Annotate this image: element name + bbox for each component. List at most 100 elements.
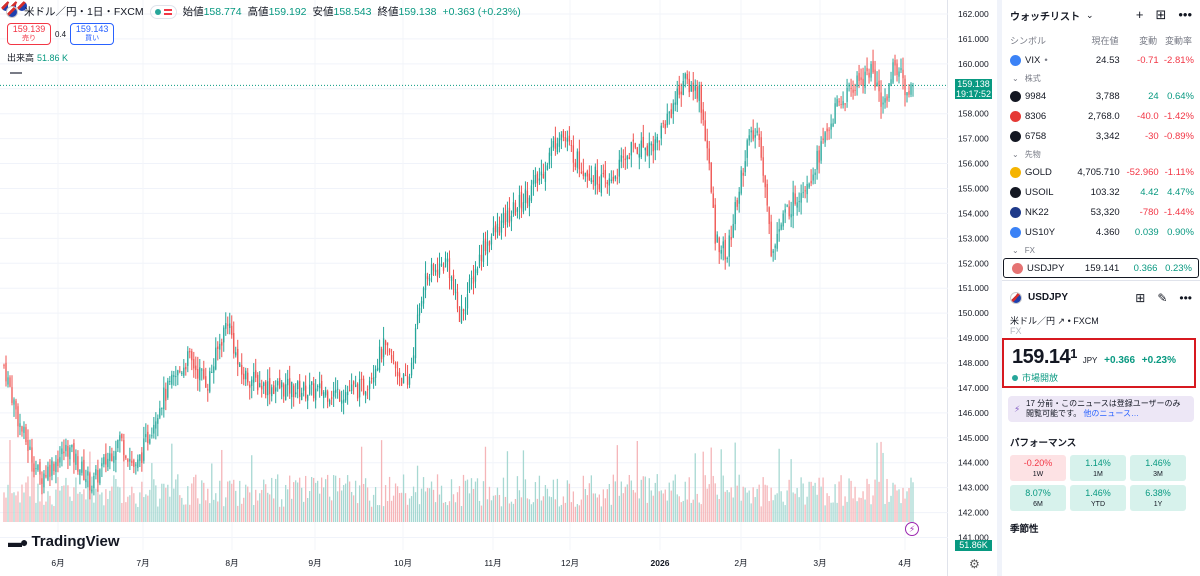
col-symbol[interactable]: シンボル bbox=[1010, 35, 1047, 46]
performance-cell[interactable]: 1.46% 3M bbox=[1130, 455, 1186, 481]
candle-body bbox=[241, 365, 243, 375]
time-axis-label: 9月 bbox=[308, 558, 321, 568]
candle-body bbox=[115, 451, 117, 460]
volume-bar bbox=[348, 481, 351, 522]
candle-body bbox=[762, 157, 764, 176]
candle-body bbox=[590, 177, 593, 183]
status-pill[interactable] bbox=[149, 4, 177, 19]
edit-icon[interactable]: ✎ bbox=[1157, 290, 1168, 305]
candle-body bbox=[338, 391, 341, 402]
watchlist-title[interactable]: ウォッチリスト bbox=[1010, 11, 1080, 23]
watchlist-row[interactable]: USOIL 103.32 4.42 4.47% bbox=[1002, 182, 1200, 202]
volume-bar bbox=[554, 499, 557, 522]
volume-bar bbox=[622, 493, 624, 522]
volume-bar bbox=[794, 493, 796, 522]
volume-bar bbox=[880, 441, 882, 522]
candle-body bbox=[368, 380, 371, 389]
lightning-icon[interactable]: ⚡ bbox=[905, 522, 919, 536]
external-link-icon[interactable]: ↗ bbox=[1057, 316, 1066, 326]
symbol-name[interactable]: 米ドル／円 bbox=[1010, 316, 1056, 326]
row-change: -780 bbox=[1139, 206, 1159, 218]
chart-settings-icon[interactable]: ⚙ bbox=[969, 557, 980, 571]
volume-bar bbox=[506, 451, 509, 522]
watchlist-row[interactable]: US10Y 4.360 0.039 0.90% bbox=[1002, 222, 1200, 242]
volume-bar bbox=[842, 505, 844, 522]
candle-body bbox=[384, 340, 387, 346]
volume-bar bbox=[636, 440, 638, 522]
price-axis-label: 145.000 bbox=[958, 433, 989, 443]
candle-body bbox=[107, 458, 109, 468]
performance-cell[interactable]: 1.46% YTD bbox=[1070, 485, 1126, 511]
more-icon[interactable]: ••• bbox=[1179, 290, 1192, 305]
price-chart[interactable]: 162.000161.000160.000159.000158.000157.0… bbox=[0, 0, 998, 576]
watchlist-row[interactable]: GOLD 4,705.710 -52.960 -1.11% bbox=[1002, 162, 1200, 182]
candle-body bbox=[862, 78, 864, 86]
watchlist-section[interactable]: ⌄ FX bbox=[1002, 242, 1200, 258]
candle-body bbox=[882, 102, 884, 105]
candle-body bbox=[49, 464, 51, 477]
symbol-ticker[interactable]: USDJPY bbox=[1028, 292, 1069, 303]
chevron-down-icon[interactable]: ⌄ bbox=[1086, 9, 1094, 20]
countdown: 19:17:52 bbox=[955, 89, 992, 100]
performance-cell[interactable]: 6.38% 1Y bbox=[1130, 485, 1186, 511]
candle-body bbox=[279, 377, 281, 389]
performance-cell[interactable]: 8.07% 6M bbox=[1010, 485, 1066, 511]
sell-button[interactable]: 159.139 売り bbox=[7, 23, 51, 45]
volume-bar bbox=[784, 505, 786, 522]
performance-cell[interactable]: -0.20% 1W bbox=[1010, 455, 1066, 481]
market-status[interactable]: 市場開放 bbox=[1012, 371, 1194, 384]
volume-bar bbox=[386, 501, 389, 522]
price-pip: 1 bbox=[1070, 346, 1077, 361]
add-symbol-icon[interactable]: + bbox=[1135, 7, 1144, 22]
volume-bar bbox=[710, 447, 712, 522]
watchlist-section[interactable]: ⌄ 先物 bbox=[1002, 146, 1200, 162]
grid-icon[interactable]: ⊞ bbox=[1135, 290, 1146, 305]
volume-bar bbox=[436, 474, 439, 522]
performance-cell[interactable]: 1.14% 1M bbox=[1070, 455, 1126, 481]
more-news-link[interactable]: 他のニュース… bbox=[1083, 409, 1140, 418]
volume-legend[interactable]: 出来高 51.86 K bbox=[7, 51, 68, 64]
watchlist-row[interactable]: USDJPY 159.141 0.366 0.23% bbox=[1003, 258, 1199, 278]
candle-body bbox=[710, 162, 712, 193]
watchlist-section[interactable]: ⌄ 株式 bbox=[1002, 70, 1200, 86]
volume-bar bbox=[197, 498, 199, 522]
watchlist-row[interactable]: 9984 3,788 24 0.64% bbox=[1002, 86, 1200, 106]
volume-bar bbox=[560, 504, 563, 522]
advanced-view-icon[interactable]: ⊞ bbox=[1155, 7, 1167, 22]
symbol-logo-icon bbox=[1010, 166, 1021, 178]
news-banner[interactable]: ⚡ 17 分前・このニュースは登録ユーザーのみ閲覧可能です。 他のニュース… bbox=[1008, 396, 1194, 422]
col-change-pct[interactable]: 変動率 bbox=[1164, 35, 1192, 46]
candle-body bbox=[888, 83, 890, 98]
candle-body bbox=[414, 328, 417, 359]
buy-price: 159.143 bbox=[75, 24, 109, 34]
volume-bar bbox=[726, 490, 728, 522]
volume-bar bbox=[127, 496, 129, 522]
volume-bar bbox=[782, 501, 784, 522]
volume-bar bbox=[714, 483, 716, 522]
candle-body bbox=[247, 372, 249, 383]
watchlist-row[interactable]: VIX • 24.53 -0.71 -2.81% bbox=[1002, 50, 1200, 70]
candle-body bbox=[540, 171, 543, 176]
watchlist-row[interactable]: NK22 53,320 -780 -1.44% bbox=[1002, 202, 1200, 222]
volume-bar bbox=[384, 485, 387, 522]
more-icon[interactable]: ••• bbox=[1178, 7, 1192, 22]
volume-bar bbox=[305, 475, 307, 522]
buy-button[interactable]: 159.143 買い bbox=[70, 23, 115, 45]
candle-body bbox=[362, 378, 365, 395]
candle-body bbox=[71, 444, 73, 448]
volume-bar bbox=[57, 477, 59, 522]
volume-bar bbox=[578, 505, 581, 522]
low-value: 158.543 bbox=[333, 5, 372, 18]
chart-area[interactable]: 162.000161.000160.000159.000158.000157.0… bbox=[0, 0, 998, 576]
candle-body bbox=[640, 140, 642, 158]
col-change[interactable]: 変動 bbox=[1139, 35, 1158, 46]
watchlist-row[interactable]: 8306 2,768.0 -40.0 -1.42% bbox=[1002, 106, 1200, 126]
collapse-legend-icon[interactable] bbox=[10, 68, 22, 74]
panel-divider[interactable] bbox=[997, 0, 1002, 576]
col-price[interactable]: 現在値 bbox=[1091, 35, 1119, 46]
legend-title[interactable]: 米ドル／円・1日・FXCM bbox=[24, 6, 144, 18]
watchlist-row[interactable]: 6758 3,342 -30 -0.89% bbox=[1002, 126, 1200, 146]
candle-body bbox=[686, 74, 688, 80]
price-axis-label: 155.000 bbox=[958, 183, 989, 193]
tradingview-logo[interactable]: ▬● TradingView bbox=[8, 533, 120, 550]
